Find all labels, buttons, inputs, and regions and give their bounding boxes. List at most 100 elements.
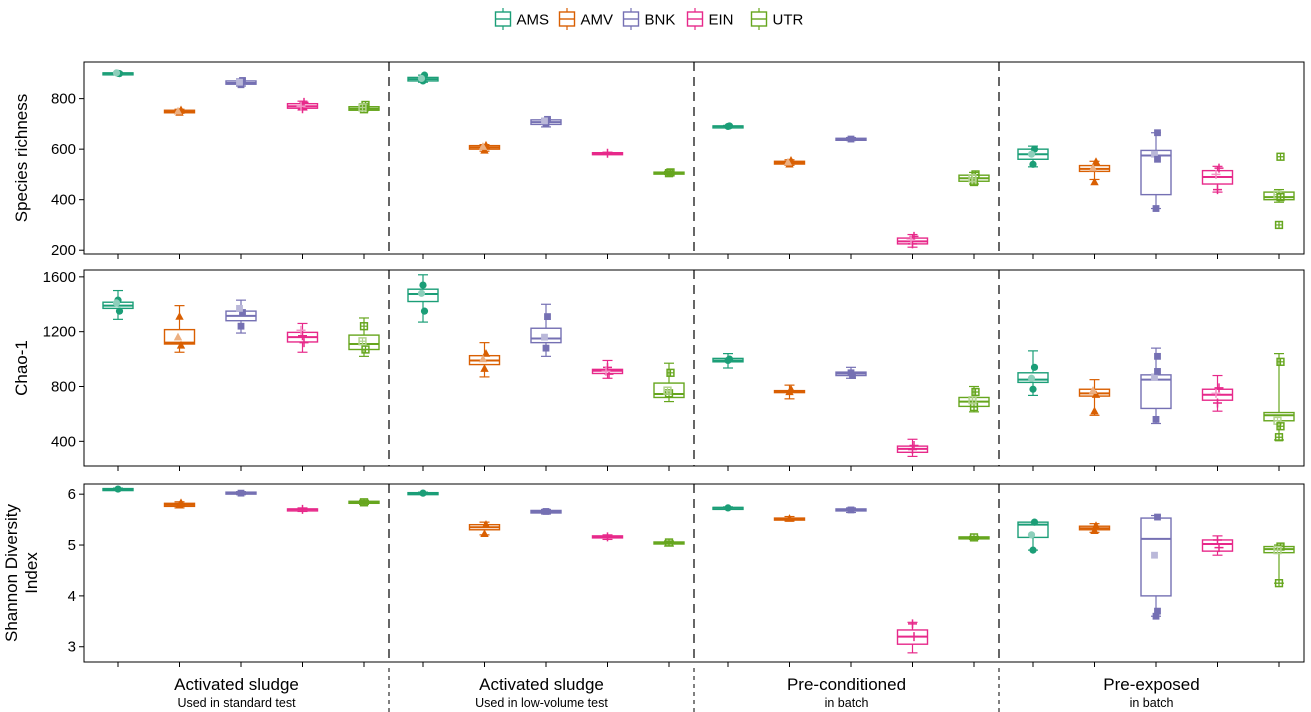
point-ams [419, 489, 427, 497]
point-ams [114, 485, 122, 493]
point-ein [603, 362, 612, 372]
y-tick-label: 400 [51, 192, 76, 209]
y-axis-label: Chao-1 [12, 340, 31, 396]
y-tick-label: 1600 [43, 269, 76, 286]
point-utr [1274, 546, 1281, 554]
point-utr [1275, 221, 1283, 229]
point-amv [481, 349, 491, 357]
point-ams [725, 122, 734, 130]
box-utr [1263, 191, 1295, 201]
point-amv [1091, 157, 1101, 165]
group-subtitle: in batch [825, 696, 869, 710]
point-bnk [847, 135, 855, 143]
point-amv [478, 354, 488, 363]
point-bnk [1154, 155, 1161, 163]
point-amv [1091, 390, 1101, 398]
point-ein [1214, 383, 1224, 393]
legend-label: EIN [709, 12, 734, 29]
group-title: Pre-conditioned [787, 675, 906, 694]
point-amv [176, 340, 186, 349]
point-utr [359, 337, 366, 345]
point-ams [112, 69, 121, 77]
point-utr [972, 388, 979, 396]
point-amv [478, 142, 488, 150]
point-utr [665, 539, 673, 546]
y-tick-label: 5 [68, 537, 76, 554]
point-amv [173, 332, 183, 341]
point-utr [970, 534, 978, 541]
point-amv [481, 520, 491, 528]
point-amv [1090, 406, 1099, 415]
group-title: Pre-exposed [1103, 675, 1199, 694]
point-bnk [239, 309, 246, 316]
point-utr [667, 369, 674, 377]
point-ein [299, 338, 309, 348]
point-ams [1029, 385, 1037, 393]
point-bnk [1154, 607, 1161, 615]
point-bnk [237, 322, 245, 330]
point-ein [601, 366, 611, 376]
point-bnk [1151, 150, 1158, 158]
legend-label: AMS [517, 12, 550, 29]
y-tick-label: 600 [51, 141, 76, 158]
point-ams [1027, 531, 1036, 539]
point-amv [1088, 386, 1098, 394]
point-utr [1275, 433, 1283, 441]
point-utr [362, 346, 369, 353]
point-amv [480, 529, 489, 538]
point-amv [480, 364, 489, 372]
point-ams [724, 504, 732, 512]
point-ams [420, 307, 429, 315]
point-utr [969, 396, 976, 404]
legend-label: BNK [645, 12, 676, 29]
point-ams [1030, 363, 1039, 371]
y-axis-label: Shannon Diversity [2, 504, 21, 642]
point-utr [1277, 358, 1284, 366]
point-bnk [237, 489, 245, 497]
point-bnk [1152, 205, 1160, 212]
point-amv [1090, 526, 1099, 534]
point-utr [359, 104, 366, 111]
point-utr [1277, 422, 1284, 430]
point-bnk [849, 372, 856, 379]
group-title: Activated sludge [174, 675, 299, 694]
group-subtitle: Used in low-volume test [475, 696, 608, 710]
point-bnk [544, 313, 551, 321]
point-amv [1088, 163, 1098, 172]
y-tick-label: 1200 [43, 324, 76, 341]
point-bnk [541, 117, 548, 125]
y-tick-label: 200 [51, 242, 76, 259]
point-ams [725, 355, 734, 363]
point-ein [1213, 535, 1222, 545]
y-tick-label: 3 [68, 639, 76, 656]
y-tick-label: 800 [51, 91, 76, 108]
point-ein [298, 504, 307, 514]
y-axis-label: Index [22, 552, 41, 594]
point-utr [1277, 193, 1284, 201]
point-bnk [236, 78, 243, 86]
point-bnk [1154, 352, 1161, 360]
point-ein [296, 101, 306, 111]
legend-label: AMV [581, 12, 614, 29]
point-ein [1211, 388, 1221, 398]
point-bnk [847, 506, 855, 514]
point-ein [909, 440, 919, 450]
point-amv [175, 312, 184, 320]
point-ams [417, 289, 426, 297]
point-ein [1211, 169, 1221, 179]
point-bnk [236, 304, 243, 312]
point-ams [1027, 150, 1036, 158]
group-title: Activated sludge [479, 675, 604, 694]
legend-label: UTR [773, 12, 804, 29]
point-ams [419, 281, 427, 289]
point-bnk [542, 344, 550, 352]
point-ams [1027, 374, 1036, 382]
point-ams [1029, 160, 1037, 168]
point-amv [1091, 521, 1101, 529]
point-bnk [1151, 373, 1158, 381]
point-ein [908, 619, 917, 629]
point-amv [173, 106, 183, 115]
point-amv [786, 384, 796, 393]
point-ein [909, 632, 919, 642]
point-bnk [1152, 415, 1160, 423]
